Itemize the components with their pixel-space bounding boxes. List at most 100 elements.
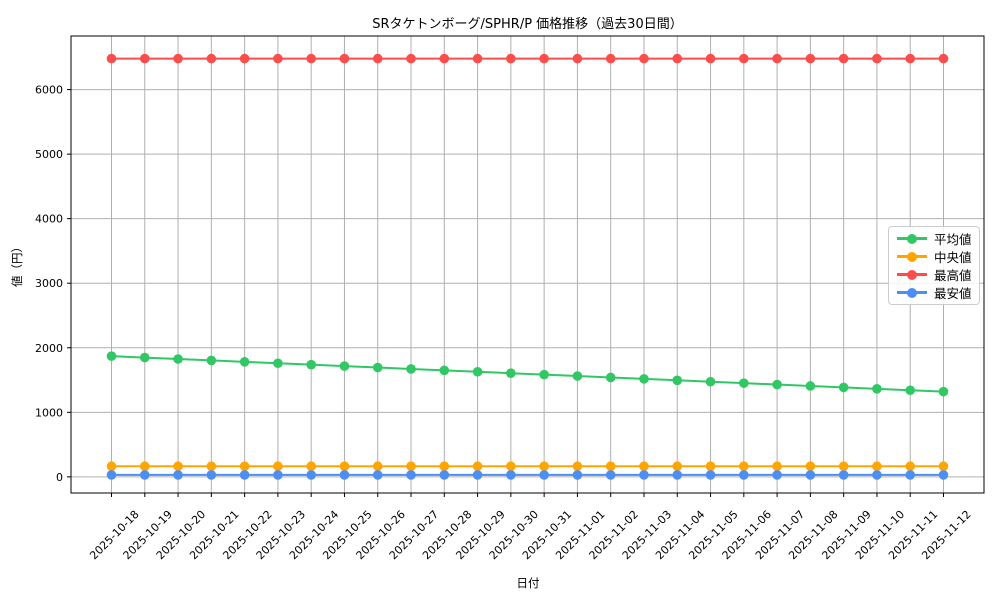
legend-item-max: 最高値 xyxy=(897,268,972,283)
legend-item-median: 中央値 xyxy=(897,250,972,265)
legend-item-min: 最安値 xyxy=(897,286,972,301)
data-point xyxy=(273,53,283,64)
data-point xyxy=(206,53,217,64)
data-point xyxy=(805,381,816,391)
y-tick-label: 3000 xyxy=(35,277,63,290)
data-point xyxy=(605,470,616,480)
y-tick-label: 5000 xyxy=(35,148,63,161)
data-point xyxy=(772,461,782,472)
data-point xyxy=(938,386,949,397)
data-point xyxy=(139,470,150,480)
data-point xyxy=(406,364,416,374)
legend-label: 最安値 xyxy=(934,286,972,301)
legend-label: 最高値 xyxy=(934,268,972,283)
data-point xyxy=(506,53,516,64)
data-point xyxy=(805,461,816,472)
data-point xyxy=(273,461,283,472)
data-point xyxy=(872,384,882,394)
data-point xyxy=(439,461,450,472)
data-point xyxy=(572,371,583,381)
y-tick-label: 4000 xyxy=(35,213,63,226)
data-point xyxy=(539,53,549,64)
data-point xyxy=(472,470,483,480)
y-axis-label: 値（円） xyxy=(10,241,24,287)
data-point xyxy=(605,53,616,64)
data-point xyxy=(572,461,583,472)
data-point xyxy=(672,53,683,64)
data-point xyxy=(139,352,150,363)
data-point xyxy=(439,53,450,64)
data-point xyxy=(639,461,649,472)
data-point xyxy=(339,461,350,472)
data-point xyxy=(838,382,849,393)
data-point xyxy=(672,470,683,480)
data-point xyxy=(372,470,383,480)
data-point xyxy=(506,461,516,472)
data-point xyxy=(905,470,916,480)
data-point xyxy=(838,461,849,472)
data-point xyxy=(672,461,683,472)
data-point xyxy=(339,361,350,371)
data-point xyxy=(805,470,816,480)
data-point xyxy=(372,53,383,64)
data-point xyxy=(139,461,150,472)
data-point xyxy=(539,461,549,472)
data-point xyxy=(206,355,217,366)
y-tick-label: 1000 xyxy=(35,406,63,419)
legend: 平均値 中央値 最高値 最安値 xyxy=(888,226,980,305)
data-point xyxy=(705,53,716,64)
series-line-0 xyxy=(111,355,944,393)
data-point xyxy=(705,461,716,472)
data-point xyxy=(705,376,716,387)
data-point xyxy=(106,53,117,64)
data-point xyxy=(406,53,416,64)
data-point xyxy=(339,470,350,480)
data-point xyxy=(872,470,882,480)
data-point xyxy=(705,470,716,480)
data-point xyxy=(173,53,183,64)
legend-line-marker-icon xyxy=(897,287,927,298)
data-point xyxy=(139,53,150,64)
data-point xyxy=(472,366,483,377)
data-point xyxy=(273,470,283,480)
legend-line-marker-icon xyxy=(897,251,927,262)
data-point xyxy=(206,470,217,480)
data-point xyxy=(406,470,416,480)
data-point xyxy=(905,461,916,472)
data-point xyxy=(938,461,949,472)
data-point xyxy=(372,461,383,472)
legend-label: 平均値 xyxy=(934,232,972,247)
data-point xyxy=(472,53,483,64)
data-point xyxy=(838,470,849,480)
x-axis-label: 日付 xyxy=(516,576,540,590)
legend-line-marker-icon xyxy=(897,233,927,244)
data-point xyxy=(372,362,383,373)
data-point xyxy=(605,372,616,383)
data-point xyxy=(239,53,250,64)
legend-label: 中央値 xyxy=(934,250,972,265)
data-point xyxy=(239,461,250,472)
data-point xyxy=(539,470,549,480)
data-point xyxy=(106,470,117,480)
data-point xyxy=(739,378,749,388)
data-point xyxy=(872,53,882,64)
data-point xyxy=(572,470,583,480)
data-point xyxy=(306,53,316,64)
data-point xyxy=(739,53,749,64)
data-point xyxy=(173,461,183,472)
data-point xyxy=(838,53,849,64)
data-point xyxy=(206,461,217,472)
data-point xyxy=(739,461,749,472)
legend-line-marker-icon xyxy=(897,269,927,280)
data-point xyxy=(938,470,949,480)
data-point xyxy=(439,365,450,376)
y-tick-label: 0 xyxy=(56,471,63,484)
data-point xyxy=(572,53,583,64)
data-point xyxy=(772,379,782,390)
data-point xyxy=(639,374,649,384)
data-point xyxy=(173,470,183,480)
data-point xyxy=(439,470,450,480)
data-point xyxy=(772,470,782,480)
data-point xyxy=(306,461,316,472)
